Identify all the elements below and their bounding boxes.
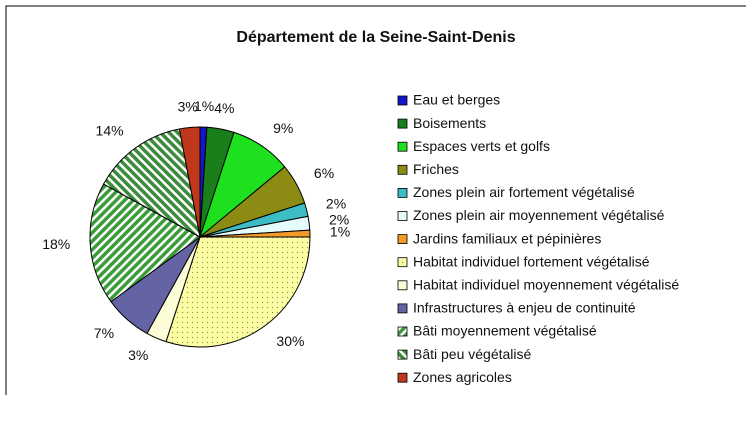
data-label: 1%: [330, 224, 350, 240]
data-label: 7%: [94, 325, 114, 341]
legend-label: Eau et berges: [413, 92, 500, 108]
data-label: 6%: [314, 165, 334, 181]
data-label: 30%: [276, 333, 304, 349]
legend-label: Bâti peu végétalisé: [413, 346, 532, 362]
data-label: 4%: [214, 100, 234, 116]
legend-label: Espaces verts et golfs: [413, 138, 550, 154]
legend-swatch: [397, 303, 408, 314]
data-label: 1%: [194, 98, 214, 114]
chart-title: Département de la Seine-Saint-Denis: [236, 29, 515, 46]
legend-swatch: [397, 164, 408, 175]
legend-swatch: [397, 257, 408, 268]
legend-label: Friches: [413, 161, 459, 177]
legend-swatch: [397, 187, 408, 198]
data-label: 2%: [326, 195, 346, 211]
legend-swatch: [397, 280, 408, 291]
legend-swatch: [397, 95, 408, 106]
legend-swatch: [397, 349, 408, 360]
pie-slice: [178, 126, 201, 238]
legend-label: Jardins familiaux et pépinières: [413, 230, 601, 246]
data-label: 14%: [96, 123, 124, 139]
pie-slice: [89, 183, 201, 303]
legend-label: Boisements: [413, 115, 486, 131]
legend-swatch: [397, 326, 408, 337]
legend-label: Zones plein air moyennement végétalisé: [413, 207, 665, 223]
legend-swatch: [397, 372, 408, 383]
legend-label: Infrastructures à enjeu de continuité: [413, 300, 636, 316]
data-label: 3%: [178, 98, 198, 114]
legend-label: Habitat individuel moyennement végétalis…: [413, 277, 679, 293]
pie-slice: [165, 236, 311, 348]
legend-label: Habitat individuel fortement végétalisé: [413, 253, 650, 269]
legend-swatch: [397, 118, 408, 129]
legend-swatch: [397, 234, 408, 245]
data-label: 18%: [42, 236, 70, 252]
data-label: 2%: [329, 211, 349, 227]
legend-label: Bâti moyennement végétalisé: [413, 323, 597, 339]
legend-swatch: [397, 141, 408, 152]
legend-label: Zones plein air fortement végétalisé: [413, 184, 635, 200]
data-label: 9%: [273, 120, 293, 136]
pie-slice: [102, 128, 201, 238]
legend-swatch: [397, 211, 408, 221]
legend-label: Zones agricoles: [413, 369, 512, 385]
data-label: 3%: [128, 347, 148, 363]
frame: [5, 5, 746, 395]
